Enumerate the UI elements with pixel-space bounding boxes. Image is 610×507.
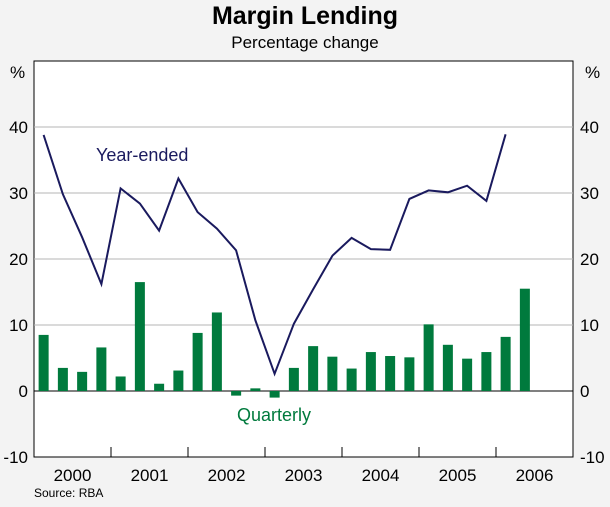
x-tick-label: 2006 <box>516 466 554 485</box>
quarterly-bar <box>250 388 261 391</box>
quarterly-bar <box>519 288 530 391</box>
quarterly-bar <box>481 352 492 391</box>
x-tick-label: 2002 <box>208 466 246 485</box>
quarterly-bar <box>327 356 338 391</box>
quarterly-bar <box>231 391 242 396</box>
x-tick-label: 2005 <box>439 466 477 485</box>
y-tick-label-left: 10 <box>9 316 28 335</box>
quarterly-bar <box>211 312 222 391</box>
y-tick-label-right: 40 <box>580 118 599 137</box>
quarterly-bar <box>288 367 299 391</box>
x-tick-label: 2000 <box>54 466 92 485</box>
x-tick-label: 2001 <box>131 466 169 485</box>
quarterly-bar <box>173 370 184 391</box>
y-tick-label-right: 20 <box>580 250 599 269</box>
quarterly-bar <box>154 383 165 391</box>
quarterly-bar <box>500 336 511 391</box>
quarterly-bar <box>96 347 107 391</box>
quarterly-bar <box>38 334 49 391</box>
year-ended-line <box>42 134 507 377</box>
y-tick-label-right: 0 <box>580 382 589 401</box>
source-note: Source: RBA <box>34 486 104 500</box>
y-unit-right: % <box>585 63 600 82</box>
y-unit-left: % <box>10 63 25 82</box>
chart-subtitle: Percentage change <box>231 33 379 52</box>
y-tick-label-left: 40 <box>9 118 28 137</box>
quarterly-bar <box>365 352 376 391</box>
quarterly-bar <box>346 368 357 391</box>
y-tick-label-right: -10 <box>580 448 605 467</box>
quarterly-bar <box>404 357 415 391</box>
quarterly-bar <box>269 391 280 398</box>
x-tick-label: 2004 <box>362 466 400 485</box>
quarterly-bar <box>134 282 145 391</box>
quarterly-bar <box>423 324 434 391</box>
y-tick-label-left: -10 <box>3 448 28 467</box>
quarterly-bar <box>77 371 88 391</box>
y-tick-label-left: 20 <box>9 250 28 269</box>
y-tick-label-right: 10 <box>580 316 599 335</box>
chart-title: Margin Lending <box>211 2 399 30</box>
y-tick-label-left: 30 <box>9 184 28 203</box>
quarterly-bar <box>115 376 126 391</box>
quarterly-bar <box>442 344 453 391</box>
quarterly-bar <box>308 346 319 391</box>
annotation-quarterly: Quarterly <box>237 405 311 425</box>
y-tick-label-right: 30 <box>580 184 599 203</box>
x-tick-label: 2003 <box>285 466 323 485</box>
quarterly-bar <box>462 358 473 391</box>
annotation-year-ended: Year-ended <box>96 145 188 165</box>
quarterly-bar <box>192 332 203 391</box>
quarterly-bar <box>385 356 396 391</box>
y-tick-label-left: 0 <box>19 382 28 401</box>
quarterly-bar <box>57 367 68 391</box>
